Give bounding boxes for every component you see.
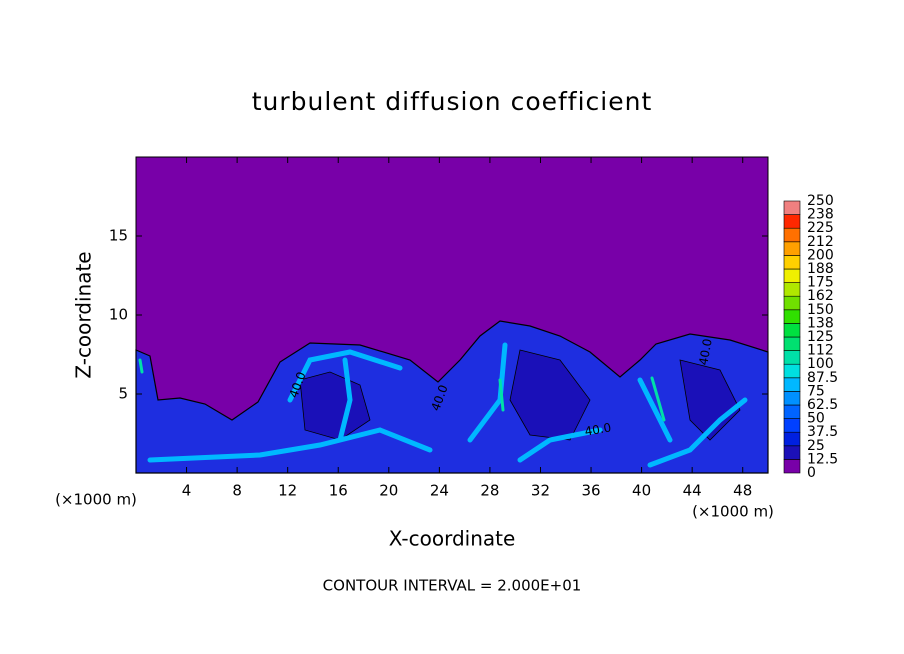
x-tick-label: 48 xyxy=(733,482,752,500)
colorbar-cell xyxy=(783,295,801,311)
x-tick-label: 20 xyxy=(379,482,398,500)
colorbar-cell xyxy=(783,404,801,419)
colorbar-label: 125 xyxy=(807,329,834,345)
field-core xyxy=(299,349,741,441)
x-tick-label: 44 xyxy=(683,482,702,500)
colorbar-label: 50 xyxy=(807,411,825,427)
colorbar-cell xyxy=(783,391,801,406)
colorbar-cell xyxy=(783,445,801,460)
colorbar-label: 100 xyxy=(807,356,834,372)
chart-title: turbulent diffusion coefficient xyxy=(252,87,653,116)
contour-label: 40.0 xyxy=(696,338,714,367)
colorbar-cell xyxy=(783,459,801,474)
colorbar-label: 162 xyxy=(807,288,834,304)
colorbar-cell xyxy=(783,309,801,324)
colorbar-cell xyxy=(783,282,801,297)
colorbar-cell xyxy=(783,363,801,379)
colorbar-cell xyxy=(783,336,801,351)
field-streaks xyxy=(147,342,748,468)
x-tick-label: 16 xyxy=(329,482,348,500)
colorbar-label: 75 xyxy=(807,383,825,399)
colorbar-label: 62.5 xyxy=(807,397,838,413)
y-unit: (×1000 m) xyxy=(55,491,137,509)
x-tick-label: 36 xyxy=(581,482,600,500)
colorbar-label: 200 xyxy=(807,247,834,263)
colorbar-label: 87.5 xyxy=(807,370,838,386)
colorbar-label: 225 xyxy=(807,220,834,236)
colorbar-label: 150 xyxy=(807,302,834,318)
field xyxy=(135,156,769,474)
colorbar-label: 238 xyxy=(807,207,834,223)
x-axis-label: X-coordinate xyxy=(389,527,516,551)
colorbar-cell xyxy=(783,200,801,215)
colorbar-cell xyxy=(783,241,801,256)
colorbar-cell xyxy=(783,268,801,283)
x-tick-label: 28 xyxy=(480,482,499,500)
x-tick-label: 32 xyxy=(531,482,550,500)
colorbar-cell xyxy=(783,377,801,392)
y-tick-label: 10 xyxy=(109,306,128,324)
colorbar-cell xyxy=(783,323,801,338)
field-region xyxy=(135,320,769,474)
colorbar-label: 175 xyxy=(807,275,834,291)
annotation: CONTOUR INTERVAL = 2.000E+01 xyxy=(323,577,582,595)
colorbar-label: 25 xyxy=(807,438,825,454)
x-tick-label: 40 xyxy=(632,482,651,500)
colorbar-cell xyxy=(783,431,801,447)
x-tick-label: 12 xyxy=(278,482,297,500)
colorbar-label: 138 xyxy=(807,315,834,331)
contour-label: 40.0 xyxy=(584,420,613,438)
y-tick-label: 15 xyxy=(109,227,128,245)
x-tick-label: 24 xyxy=(430,482,449,500)
x-tick-label: 4 xyxy=(182,482,192,500)
colorbar-label: 250 xyxy=(807,193,834,209)
colorbar-cell xyxy=(783,227,801,243)
colorbar-label: 112 xyxy=(807,343,834,359)
colorbar-cell xyxy=(783,418,801,433)
colorbar-label: 37.5 xyxy=(807,424,838,440)
colorbar-label: 12.5 xyxy=(807,451,838,467)
colorbar-cell xyxy=(783,214,801,229)
colorbar-label: 0 xyxy=(807,465,816,481)
colorbar-cell xyxy=(783,255,801,270)
x-tick-label: 8 xyxy=(232,482,242,500)
x-unit: (×1000 m) xyxy=(692,503,774,521)
y-axis-label: Z-coordinate xyxy=(72,251,96,378)
field-peaks xyxy=(138,358,666,422)
colorbar-label: 188 xyxy=(807,261,834,277)
colorbar-label: 212 xyxy=(807,234,834,250)
y-tick-label: 5 xyxy=(118,385,128,403)
colorbar-cell xyxy=(783,350,801,365)
